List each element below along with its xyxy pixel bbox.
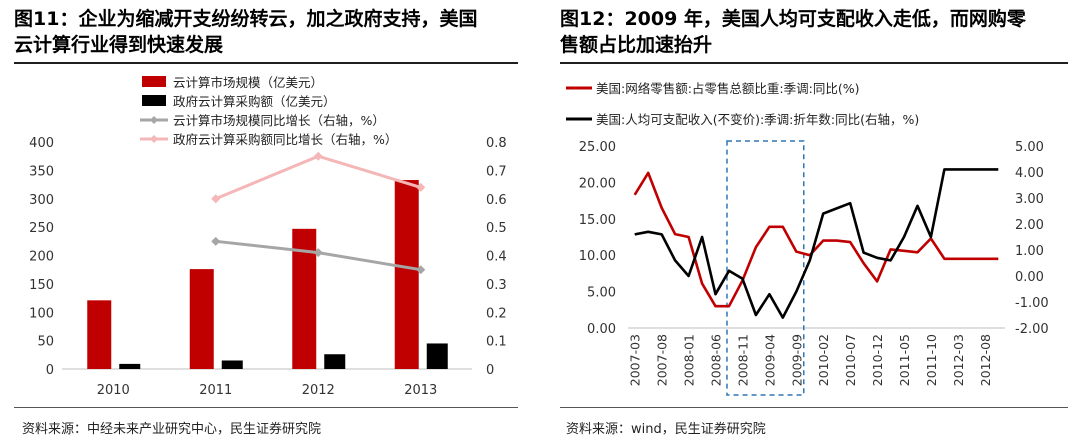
y-tick-label: 10.00 — [579, 249, 616, 264]
y-tick-label: 200 — [29, 250, 54, 265]
y-tick-label: 5.00 — [587, 286, 616, 301]
y2-tick-label: 2.00 — [1015, 218, 1044, 233]
x-tick-label: 2010 — [97, 383, 130, 398]
x-tick-label: 2007-03 — [628, 334, 643, 386]
line-series-1 — [634, 168, 999, 319]
bar-gov-2011 — [221, 360, 243, 369]
bar-gov-2012 — [324, 354, 346, 369]
y2-tick-label: 0.8 — [486, 136, 507, 151]
legend-label-1: 政府云计算采购额（亿美元） — [173, 94, 336, 109]
bar-market-2011 — [189, 269, 214, 369]
right-legend: 美国:网络零售额:占零售总额比重:季调:同比(%) 美国:人均可支配收入(不变价)… — [566, 81, 919, 127]
y-tick-label: 15.00 — [579, 213, 616, 228]
legend-marker-3 — [150, 135, 158, 143]
y2-tick-label: 0.00 — [1015, 270, 1044, 285]
highlight-box — [726, 140, 805, 396]
bar-gov-2010 — [119, 363, 141, 369]
y-tick-label: 400 — [29, 136, 54, 151]
x-tick-label: 2011-05 — [897, 334, 912, 386]
y2-tick-label: 0.5 — [486, 221, 507, 236]
x-tick-label: 2007-08 — [655, 334, 670, 386]
y2-tick-label: 0.2 — [486, 306, 507, 321]
x-tick-label: 2012-03 — [951, 334, 966, 386]
x-tick-label: 2010-02 — [816, 334, 831, 386]
y-tick-label: 150 — [29, 278, 54, 293]
line-series-1 — [215, 154, 422, 201]
x-tick-label: 2009-09 — [789, 334, 804, 386]
x-tick-label: 2009-04 — [762, 334, 777, 386]
x-tick-label: 2008-11 — [735, 334, 750, 386]
right-source: 资料来源：wind，民生证券研究院 — [566, 422, 766, 437]
y-tick-label: 100 — [29, 306, 54, 321]
bar-market-2010 — [87, 300, 112, 369]
right-chart-title: 图12：2009 年，美国人均可支配收入走低，而网购零 售额占比加速抬升 — [560, 6, 1026, 58]
right-chart-title-line1: 图12：2009 年，美国人均可支配收入走低，而网购零 — [560, 8, 1026, 30]
right-bottom-rule — [560, 407, 1068, 408]
y2-tick-label: -1.00 — [1015, 296, 1049, 311]
y2-tick-label: 0.3 — [486, 278, 507, 293]
right-chart: 美国:网络零售额:占零售总额比重:季调:同比(%) 美国:人均可支配收入(不变价)… — [566, 81, 1049, 396]
legend-swatch-1 — [142, 95, 166, 106]
line-point-0-2 — [416, 265, 426, 275]
y2-tick-label: 4.00 — [1015, 166, 1044, 181]
y-tick-label: 300 — [29, 193, 54, 208]
x-tick-label: 2012-08 — [978, 334, 993, 386]
line-point-1-0 — [211, 194, 221, 204]
left-chart-title-line2: 云计算行业得到快速发展 — [14, 34, 224, 56]
right-plot-area: 0.00 5.00 10.00 15.00 20.00 25.00 -2.00 -1.00 0.… — [579, 140, 1049, 396]
x-tick-label: 2010-12 — [870, 334, 885, 386]
y-tick-label: 0.00 — [587, 322, 616, 337]
left-chart-title-line1: 图11：企业为缩减开支纷纷转云，加之政府支持，美国 — [14, 8, 478, 30]
bar-market-2013 — [394, 180, 419, 369]
y2-tick-label: 3.00 — [1015, 192, 1044, 207]
legend-label-1: 美国:人均可支配收入(不变价):季调:折年数:同比(右轴，%) — [596, 112, 919, 127]
left-source: 资料来源：中经未来产业研究中心，民生证券研究院 — [22, 422, 322, 437]
y-tick-label: 20.00 — [579, 176, 616, 191]
x-tick-label: 2008-01 — [682, 334, 697, 386]
y-tick-label: 25.00 — [579, 140, 616, 155]
x-tick-label: 2008-06 — [709, 334, 724, 386]
legend-marker-2 — [150, 116, 158, 124]
right-title-rule — [560, 62, 1068, 64]
x-tick-label: 2012 — [302, 383, 335, 398]
right-chart-title-line2: 售额占比加速抬升 — [560, 34, 713, 56]
y2-tick-label: 0.1 — [486, 335, 507, 350]
y-tick-label: 50 — [37, 335, 54, 350]
legend-label-2: 云计算市场规模同比增长（右轴，%） — [173, 113, 385, 128]
x-tick-label: 2011-10 — [924, 334, 939, 386]
x-tick-label: 2010-07 — [843, 334, 858, 386]
y2-tick-label: 5.00 — [1015, 140, 1044, 155]
line-point-0-0 — [211, 236, 221, 246]
bar-gov-2013 — [426, 343, 448, 369]
left-chart-title: 图11：企业为缩减开支纷纷转云，加之政府支持，美国 云计算行业得到快速发展 — [14, 6, 477, 58]
y-tick-label: 0 — [46, 363, 54, 378]
left-bottom-rule — [14, 407, 518, 408]
left-plot-area: 0 50 100 150 200 250 300 350 400 0 0.1 0.2 0.3 0.4 0.5… — [29, 136, 507, 398]
y2-tick-label: 1.00 — [1015, 244, 1044, 259]
x-tick-label: 2013 — [404, 383, 437, 398]
left-chart: 云计算市场规模（亿美元） 政府云计算采购额（亿美元） 云计算市场规模同比增长（右轴，… — [29, 75, 507, 398]
legend-label-0: 美国:网络零售额:占零售总额比重:季调:同比(%) — [596, 81, 859, 96]
y2-tick-label: 0.4 — [486, 250, 507, 265]
line-point-1-1 — [313, 151, 323, 161]
left-legend: 云计算市场规模（亿美元） 政府云计算采购额（亿美元） 云计算市场规模同比增长（右轴，… — [140, 75, 397, 147]
line-point-1-2 — [416, 182, 426, 192]
y2-tick-label: 0 — [486, 363, 494, 378]
y-tick-label: 250 — [29, 221, 54, 236]
legend-swatch-0 — [142, 76, 166, 87]
x-tick-label: 2011 — [199, 383, 232, 398]
left-title-rule — [14, 62, 518, 64]
y2-tick-label: -2.00 — [1015, 322, 1049, 337]
y2-tick-label: 0.7 — [486, 164, 507, 179]
line-point-0-1 — [313, 248, 323, 258]
legend-label-0: 云计算市场规模（亿美元） — [173, 75, 323, 90]
y-tick-label: 350 — [29, 164, 54, 179]
y2-tick-label: 0.6 — [486, 193, 507, 208]
legend-label-3: 政府云计算采购额同比增长（右轴，%） — [173, 132, 397, 147]
